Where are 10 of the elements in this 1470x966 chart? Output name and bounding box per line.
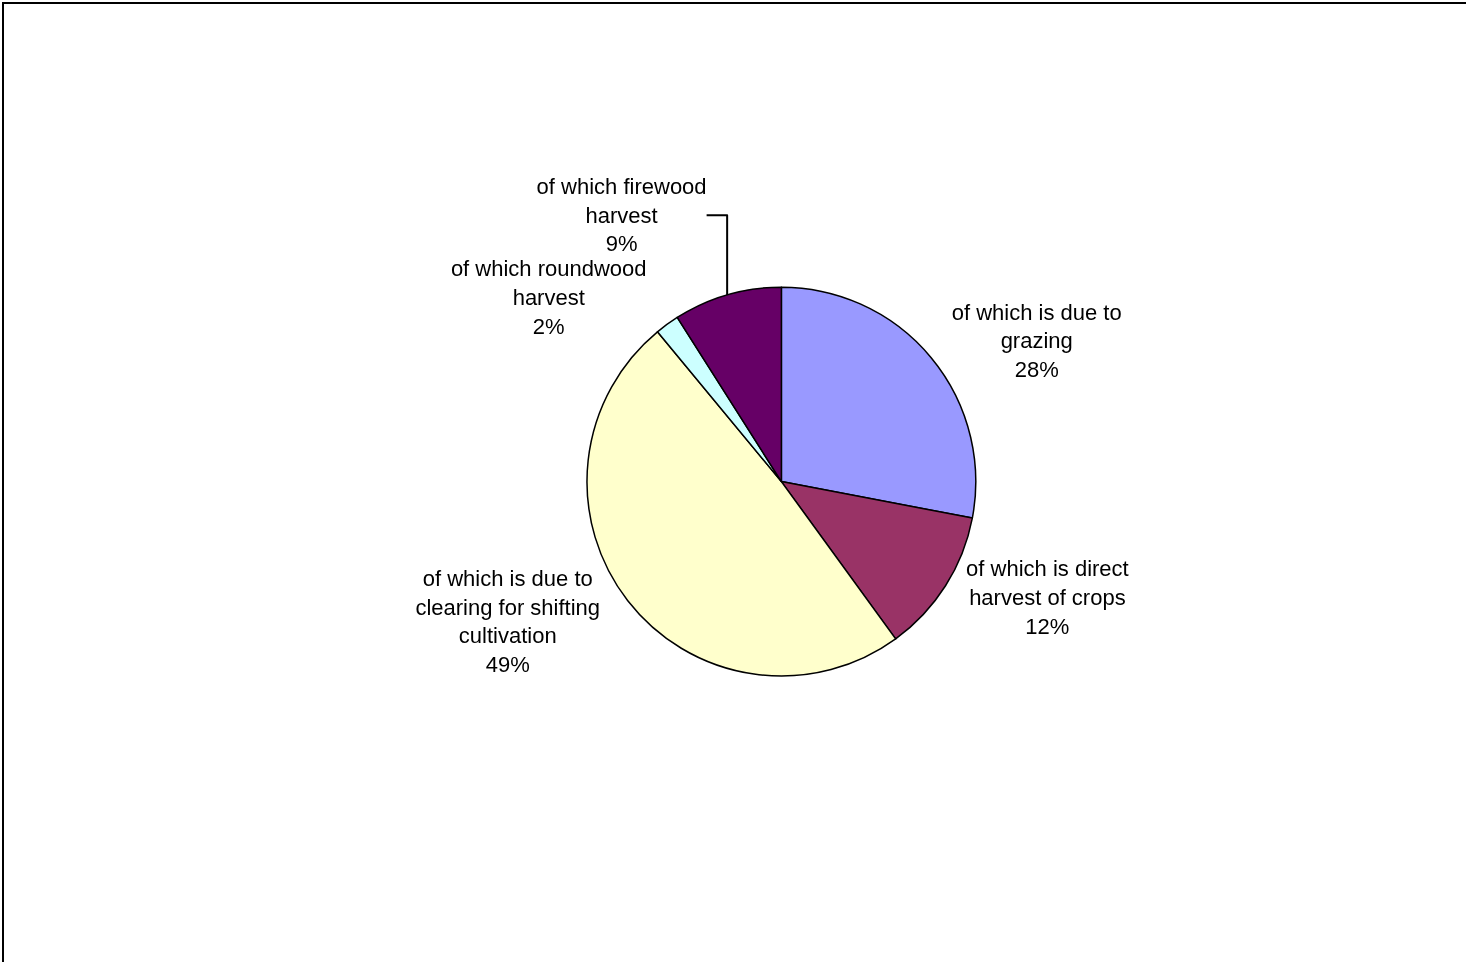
slice-label: of which is direct harvest of crops: [966, 556, 1129, 611]
data-label: 12%: [1025, 613, 1070, 639]
slice-label: of which roundwood harvest: [450, 256, 647, 310]
data-label: 49%: [485, 651, 530, 677]
slice-label: of which is due to clearing for shifting cultivation: [415, 566, 601, 649]
slice-label: of which is due to grazing: [951, 299, 1122, 354]
data-label: 9%: [605, 231, 638, 257]
data-label: 2%: [532, 313, 565, 339]
data-label: 28%: [1014, 357, 1059, 383]
slice-label: of which firewood harvest: [536, 174, 707, 228]
